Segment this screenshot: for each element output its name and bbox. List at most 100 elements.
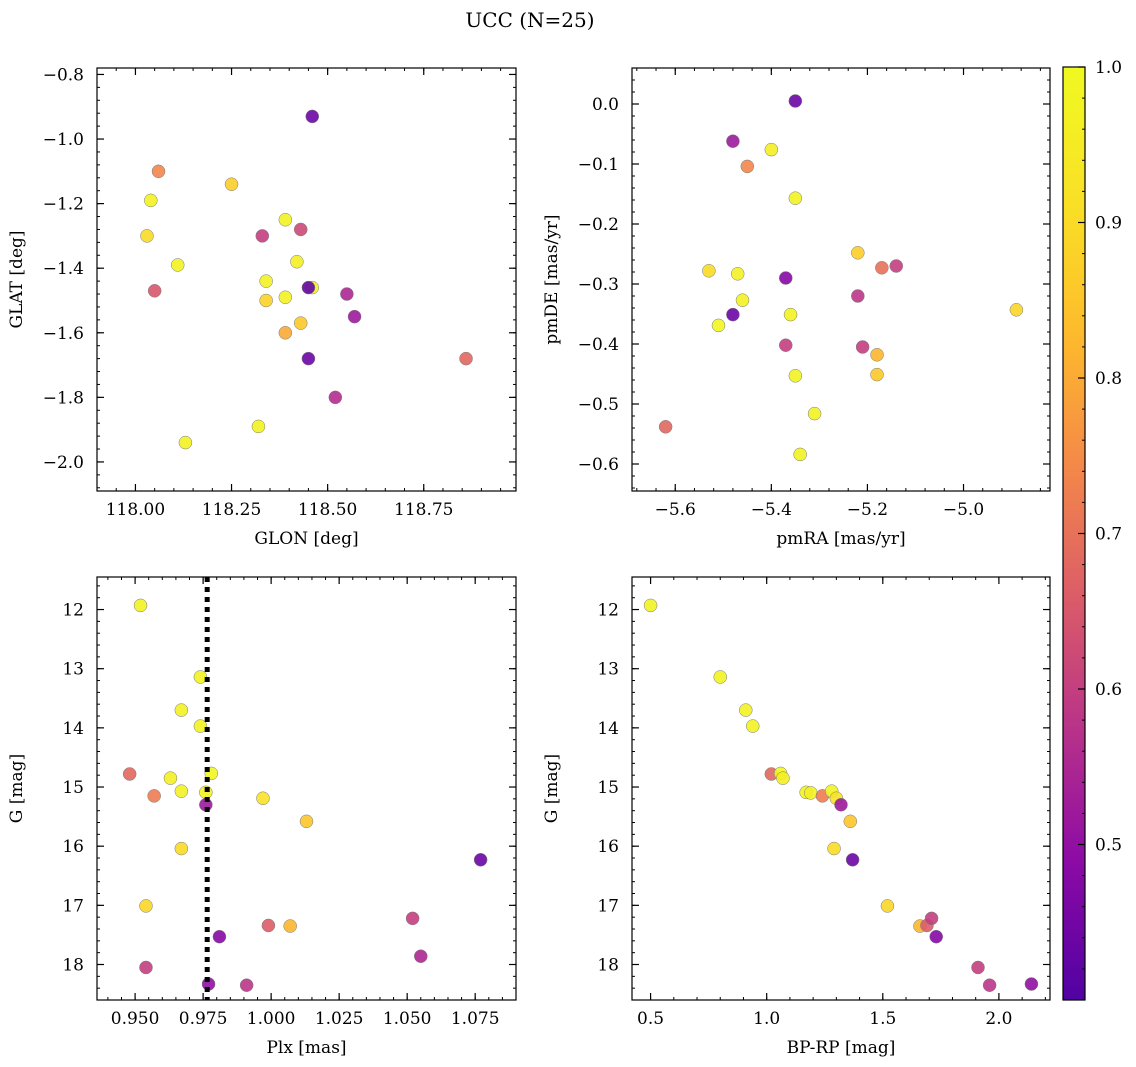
scatter-point — [1009, 303, 1024, 317]
scatter-point — [643, 598, 658, 613]
scatter-point — [261, 918, 276, 933]
x-tick-label: 1.075 — [451, 1009, 500, 1029]
scatter-point — [735, 293, 750, 307]
scatter-point — [726, 134, 740, 148]
x-tick-label: 0.950 — [111, 1009, 160, 1029]
axes-frame — [631, 576, 1051, 1001]
x-tick-label: 118.00 — [106, 500, 165, 520]
scatter-points — [122, 598, 488, 992]
scatter-point — [174, 784, 189, 798]
scatter-point — [924, 911, 939, 926]
scatter-point — [473, 853, 488, 867]
scatter-point — [212, 929, 227, 944]
scatter-point — [340, 287, 354, 301]
scatter-point — [139, 960, 153, 975]
y-tick-label: 16 — [597, 837, 619, 857]
scatter-point — [299, 814, 314, 829]
scatter-point — [347, 309, 362, 324]
y-tick-label: −1.6 — [43, 324, 84, 344]
x-tick-label: 118.50 — [298, 500, 357, 520]
scatter-point — [255, 229, 270, 243]
scatter-panel-2: −5.6 −5.4 −5.2 −5.0 −0.6 −0.5 −0.4 −0.3 −0.2 −0.1… — [542, 67, 1051, 549]
x-tick-label: 1.5 — [869, 1009, 896, 1029]
y-tick-label: 0.0 — [592, 95, 619, 115]
scatter-point — [256, 791, 270, 806]
y-tick-label: −2.0 — [43, 453, 84, 473]
x-axis-label: pmRA [mas/yr] — [776, 529, 905, 549]
scatter-point — [739, 703, 753, 717]
scatter-point — [301, 280, 316, 295]
scatter-point — [144, 193, 158, 208]
scatter-point — [851, 289, 865, 303]
scatter-point — [711, 318, 726, 333]
x-axis-label: GLON [deg] — [254, 529, 358, 549]
scatter-point — [305, 109, 320, 124]
scatter-point — [880, 899, 895, 913]
scatter-point — [827, 841, 841, 856]
x-tick-label: −5.4 — [751, 500, 792, 520]
scatter-point — [929, 929, 943, 944]
colorbar-tick-label: 0.5 — [1095, 836, 1122, 856]
scatter-point — [459, 351, 473, 366]
y-tick-label: −1.2 — [43, 195, 84, 215]
scatter-point — [193, 719, 208, 733]
scatter-point — [776, 771, 790, 785]
scatter-point — [702, 264, 716, 278]
scatter-point — [764, 142, 779, 157]
scatter-point — [870, 367, 884, 382]
scatter-point — [224, 177, 239, 191]
x-tick-label: −5.0 — [943, 500, 984, 520]
y-tick-label: 16 — [62, 837, 84, 857]
y-tick-label: −1.0 — [43, 130, 84, 150]
y-axis-label: G [mag] — [7, 754, 27, 823]
y-tick-label: −0.5 — [578, 395, 619, 415]
y-axis-label: GLAT [deg] — [7, 230, 27, 328]
scatter-point — [283, 919, 297, 933]
scatter-point — [778, 338, 793, 352]
y-tick-label: 12 — [62, 601, 84, 621]
x-axis-label: BP-RP [mag] — [787, 1038, 896, 1058]
scatter-point — [971, 960, 985, 975]
scatter-point — [746, 719, 760, 733]
colorbar-tick-label: 0.8 — [1095, 369, 1122, 389]
scatter-panel-4: 0.5 1.0 1.5 2.0 12 13 14 15 16 17 18 BP-RP [mag] G [… — [542, 576, 1051, 1058]
scatter-point — [139, 899, 153, 913]
scatter-point — [783, 307, 798, 322]
colorbar-tick-label: 1.0 — [1095, 58, 1122, 78]
scatter-point — [133, 598, 148, 613]
scatter-point — [301, 351, 316, 366]
scatter-point — [788, 191, 803, 205]
scatter-point — [713, 670, 727, 684]
y-tick-label: −0.4 — [578, 335, 619, 355]
colorbar-tick-label: 0.9 — [1095, 214, 1122, 234]
x-tick-label: 0.975 — [179, 1009, 228, 1029]
scatter-point — [405, 911, 420, 926]
scatter-point — [658, 420, 673, 434]
scatter-point — [788, 369, 803, 383]
scatter-point — [293, 222, 308, 237]
scatter-point — [889, 259, 904, 273]
scatter-point — [259, 293, 273, 308]
y-tick-label: 13 — [62, 660, 84, 680]
y-tick-label: −0.8 — [43, 65, 84, 85]
y-tick-label: 13 — [597, 660, 619, 680]
scatter-panel-1: 118.00 118.25 118.50 118.75 −2.0 −1.8 −1.6 −1.4… — [7, 65, 517, 549]
scatter-point — [151, 164, 166, 179]
y-tick-label: 12 — [597, 601, 619, 621]
scatter-point — [875, 261, 889, 275]
x-tick-label: 2.0 — [985, 1009, 1012, 1029]
y-tick-label: 14 — [597, 719, 619, 739]
y-tick-label: 17 — [597, 896, 619, 916]
scatter-points — [140, 109, 473, 450]
scatter-point — [163, 771, 178, 785]
scatter-point — [1024, 977, 1039, 991]
scatter-point — [170, 258, 185, 272]
y-tick-label: 17 — [62, 896, 84, 916]
y-tick-label: −0.6 — [578, 455, 619, 475]
colorbar: 0.5 0.6 0.7 0.8 0.9 1.0 — [1062, 58, 1122, 1001]
scatter-point — [122, 767, 137, 781]
scatter-point — [982, 978, 997, 992]
y-tick-label: 18 — [597, 956, 619, 976]
scatter-point — [293, 316, 308, 330]
y-tick-label: −0.1 — [578, 155, 619, 175]
